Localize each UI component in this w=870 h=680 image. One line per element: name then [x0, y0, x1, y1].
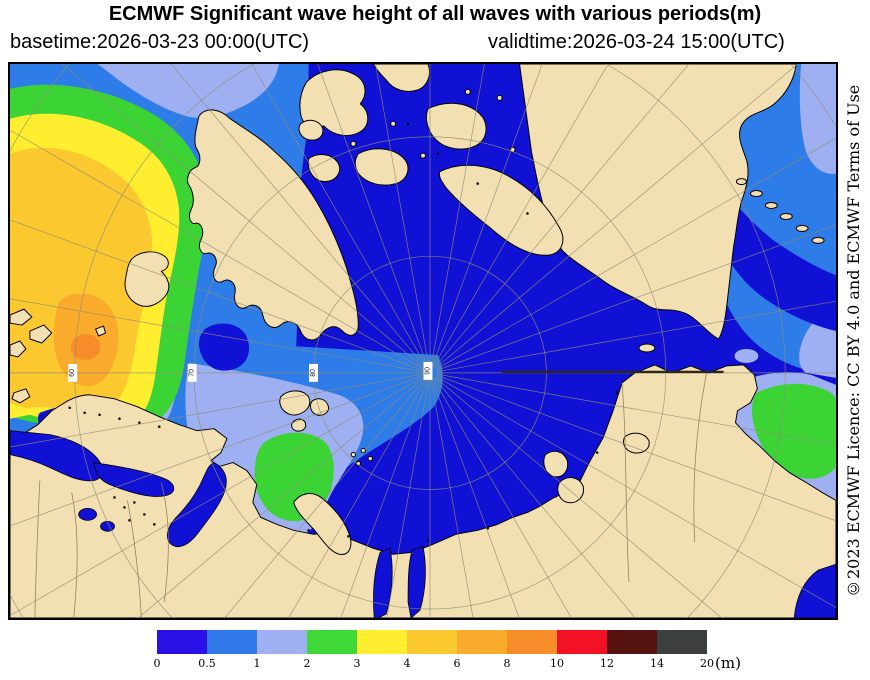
wave-field-8-10 [70, 334, 101, 360]
validtime-label: validtime:2026-03-24 15:00(UTC) [488, 31, 785, 53]
legend-tick: 6 [453, 657, 461, 670]
legend-tick: 10 [550, 657, 564, 670]
sea-of-okhotsk [793, 563, 836, 618]
copyright-notice: ©2023 ECMWF Licence: CC BY 4.0 and ECMWF… [844, 84, 863, 598]
iceland [124, 251, 170, 307]
legend-tick: 14 [650, 657, 664, 670]
legend-tick: 3 [353, 657, 361, 670]
latitude-labels: 60 70 80 90 [68, 361, 433, 382]
legend-unit-label: (m) [715, 654, 741, 672]
wave-height-legend: 0 0.5 1 2 3 4 6 8 10 12 14 20 (m) [153, 630, 757, 675]
faroe-2 [29, 324, 53, 344]
coast-speckles [68, 122, 619, 542]
legend-tick: 12 [600, 657, 614, 670]
landmasses [10, 64, 836, 618]
svalbard-1 [279, 390, 311, 416]
white-sea [166, 462, 227, 548]
legend-segment-2-3 [307, 630, 357, 654]
legend-segment-12-14 [607, 630, 657, 654]
legend-segment-0.5-1 [207, 630, 257, 654]
baffin-island [438, 164, 564, 256]
map-canvas: 60 70 80 90 [10, 64, 836, 618]
arctic-island-7 [298, 119, 324, 141]
gulf-of-finland [93, 462, 175, 497]
wrangel-island [638, 343, 656, 353]
svalbard-2 [309, 398, 329, 416]
arctic-island-4 [354, 148, 409, 186]
legend-tick: 1 [253, 657, 261, 670]
new-siberian-islands [622, 432, 650, 454]
eurasia [10, 364, 836, 618]
legend-tick: 2 [303, 657, 311, 670]
yenisei-gulf [407, 545, 426, 618]
legend-tick: 0.5 [198, 657, 216, 670]
lake-ladoga [78, 507, 97, 521]
ob-gulf [373, 547, 393, 618]
graticule-meridians [10, 64, 836, 618]
lake-onega [100, 520, 115, 532]
arctic-wave-map: 60 70 80 90 [8, 62, 838, 620]
legend-segment-6-8 [457, 630, 507, 654]
legend-segment-4-6 [407, 630, 457, 654]
legend-segment-1-2 [257, 630, 307, 654]
severnaya-zemlya-1 [543, 450, 569, 478]
legend-tick: 8 [503, 657, 511, 670]
legend-segment-8-10 [507, 630, 557, 654]
legend-tick: 0 [153, 657, 161, 670]
legend-tick: 20 [700, 657, 714, 670]
bering-island-1 [735, 178, 747, 186]
franz-josef-land [350, 451, 357, 458]
legend-segment-14-20 [657, 630, 707, 654]
basetime-label: basetime:2026-03-23 00:00(UTC) [10, 31, 310, 53]
legend-colorbar [157, 630, 707, 654]
time-row: basetime:2026-03-23 00:00(UTC) validtime… [0, 31, 870, 55]
novaya-zemlya [293, 493, 352, 555]
svg-text:60: 60 [69, 369, 76, 377]
faroe-3 [10, 340, 27, 358]
legend-tick: 4 [403, 657, 411, 670]
svg-text:80: 80 [310, 369, 317, 377]
legend-segment-0-0.5 [157, 630, 207, 654]
legend-segment-3-4 [357, 630, 407, 654]
jan-mayen [95, 325, 107, 337]
shetland [11, 388, 31, 404]
page-title: ECMWF Significant wave height of all wav… [108, 3, 762, 25]
greenland [187, 109, 359, 341]
faroe-1 [10, 308, 33, 326]
country-borders [34, 372, 708, 618]
legend-segment-10-12 [557, 630, 607, 654]
ellesmere-island [299, 69, 369, 137]
arctic-island-2 [372, 64, 430, 92]
svg-text:70: 70 [189, 369, 196, 377]
svg-text:90: 90 [424, 367, 431, 375]
